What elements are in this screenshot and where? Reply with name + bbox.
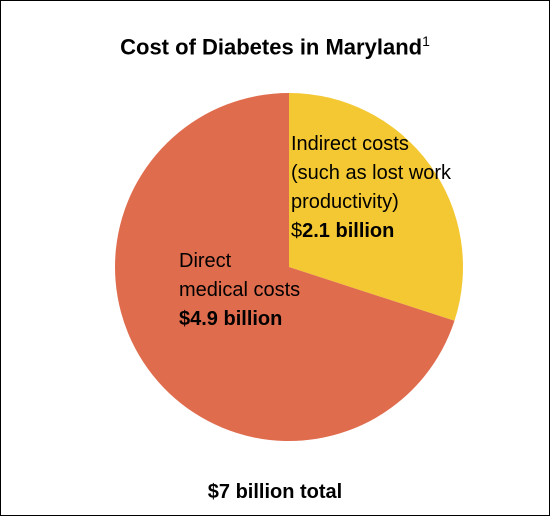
title-text: Cost of Diabetes in Maryland <box>120 34 423 60</box>
slice-value-prefix: $ <box>291 220 303 242</box>
slice-value-line: $2.1 billion <box>291 217 451 246</box>
pie-slice-indirect <box>289 93 463 321</box>
slice-label-indirect: Indirect costs (such as lost work produc… <box>291 130 451 246</box>
slice-value-direct: $4.9 billion <box>179 308 283 330</box>
slice-value-indirect: 2.1 billion <box>302 220 395 242</box>
chart-title: Cost of Diabetes in Maryland1 <box>1 33 549 60</box>
slice-label-line: (such as lost work <box>291 162 452 184</box>
slice-label-line: productivity) <box>291 191 399 213</box>
chart-total: $7 billion total <box>207 481 343 503</box>
pie-slice-direct <box>114 93 455 441</box>
slice-label-line: medical costs <box>179 279 301 301</box>
slice-label-direct: Direct medical costs $4.9 billion <box>179 247 300 334</box>
title-superscript: 1 <box>422 33 430 49</box>
chart-frame: Cost of Diabetes in Maryland1 Indirect c… <box>0 0 550 516</box>
pie-chart <box>114 93 463 441</box>
slice-label-line: Indirect costs <box>291 133 409 155</box>
slice-label-line: Direct <box>179 250 232 272</box>
